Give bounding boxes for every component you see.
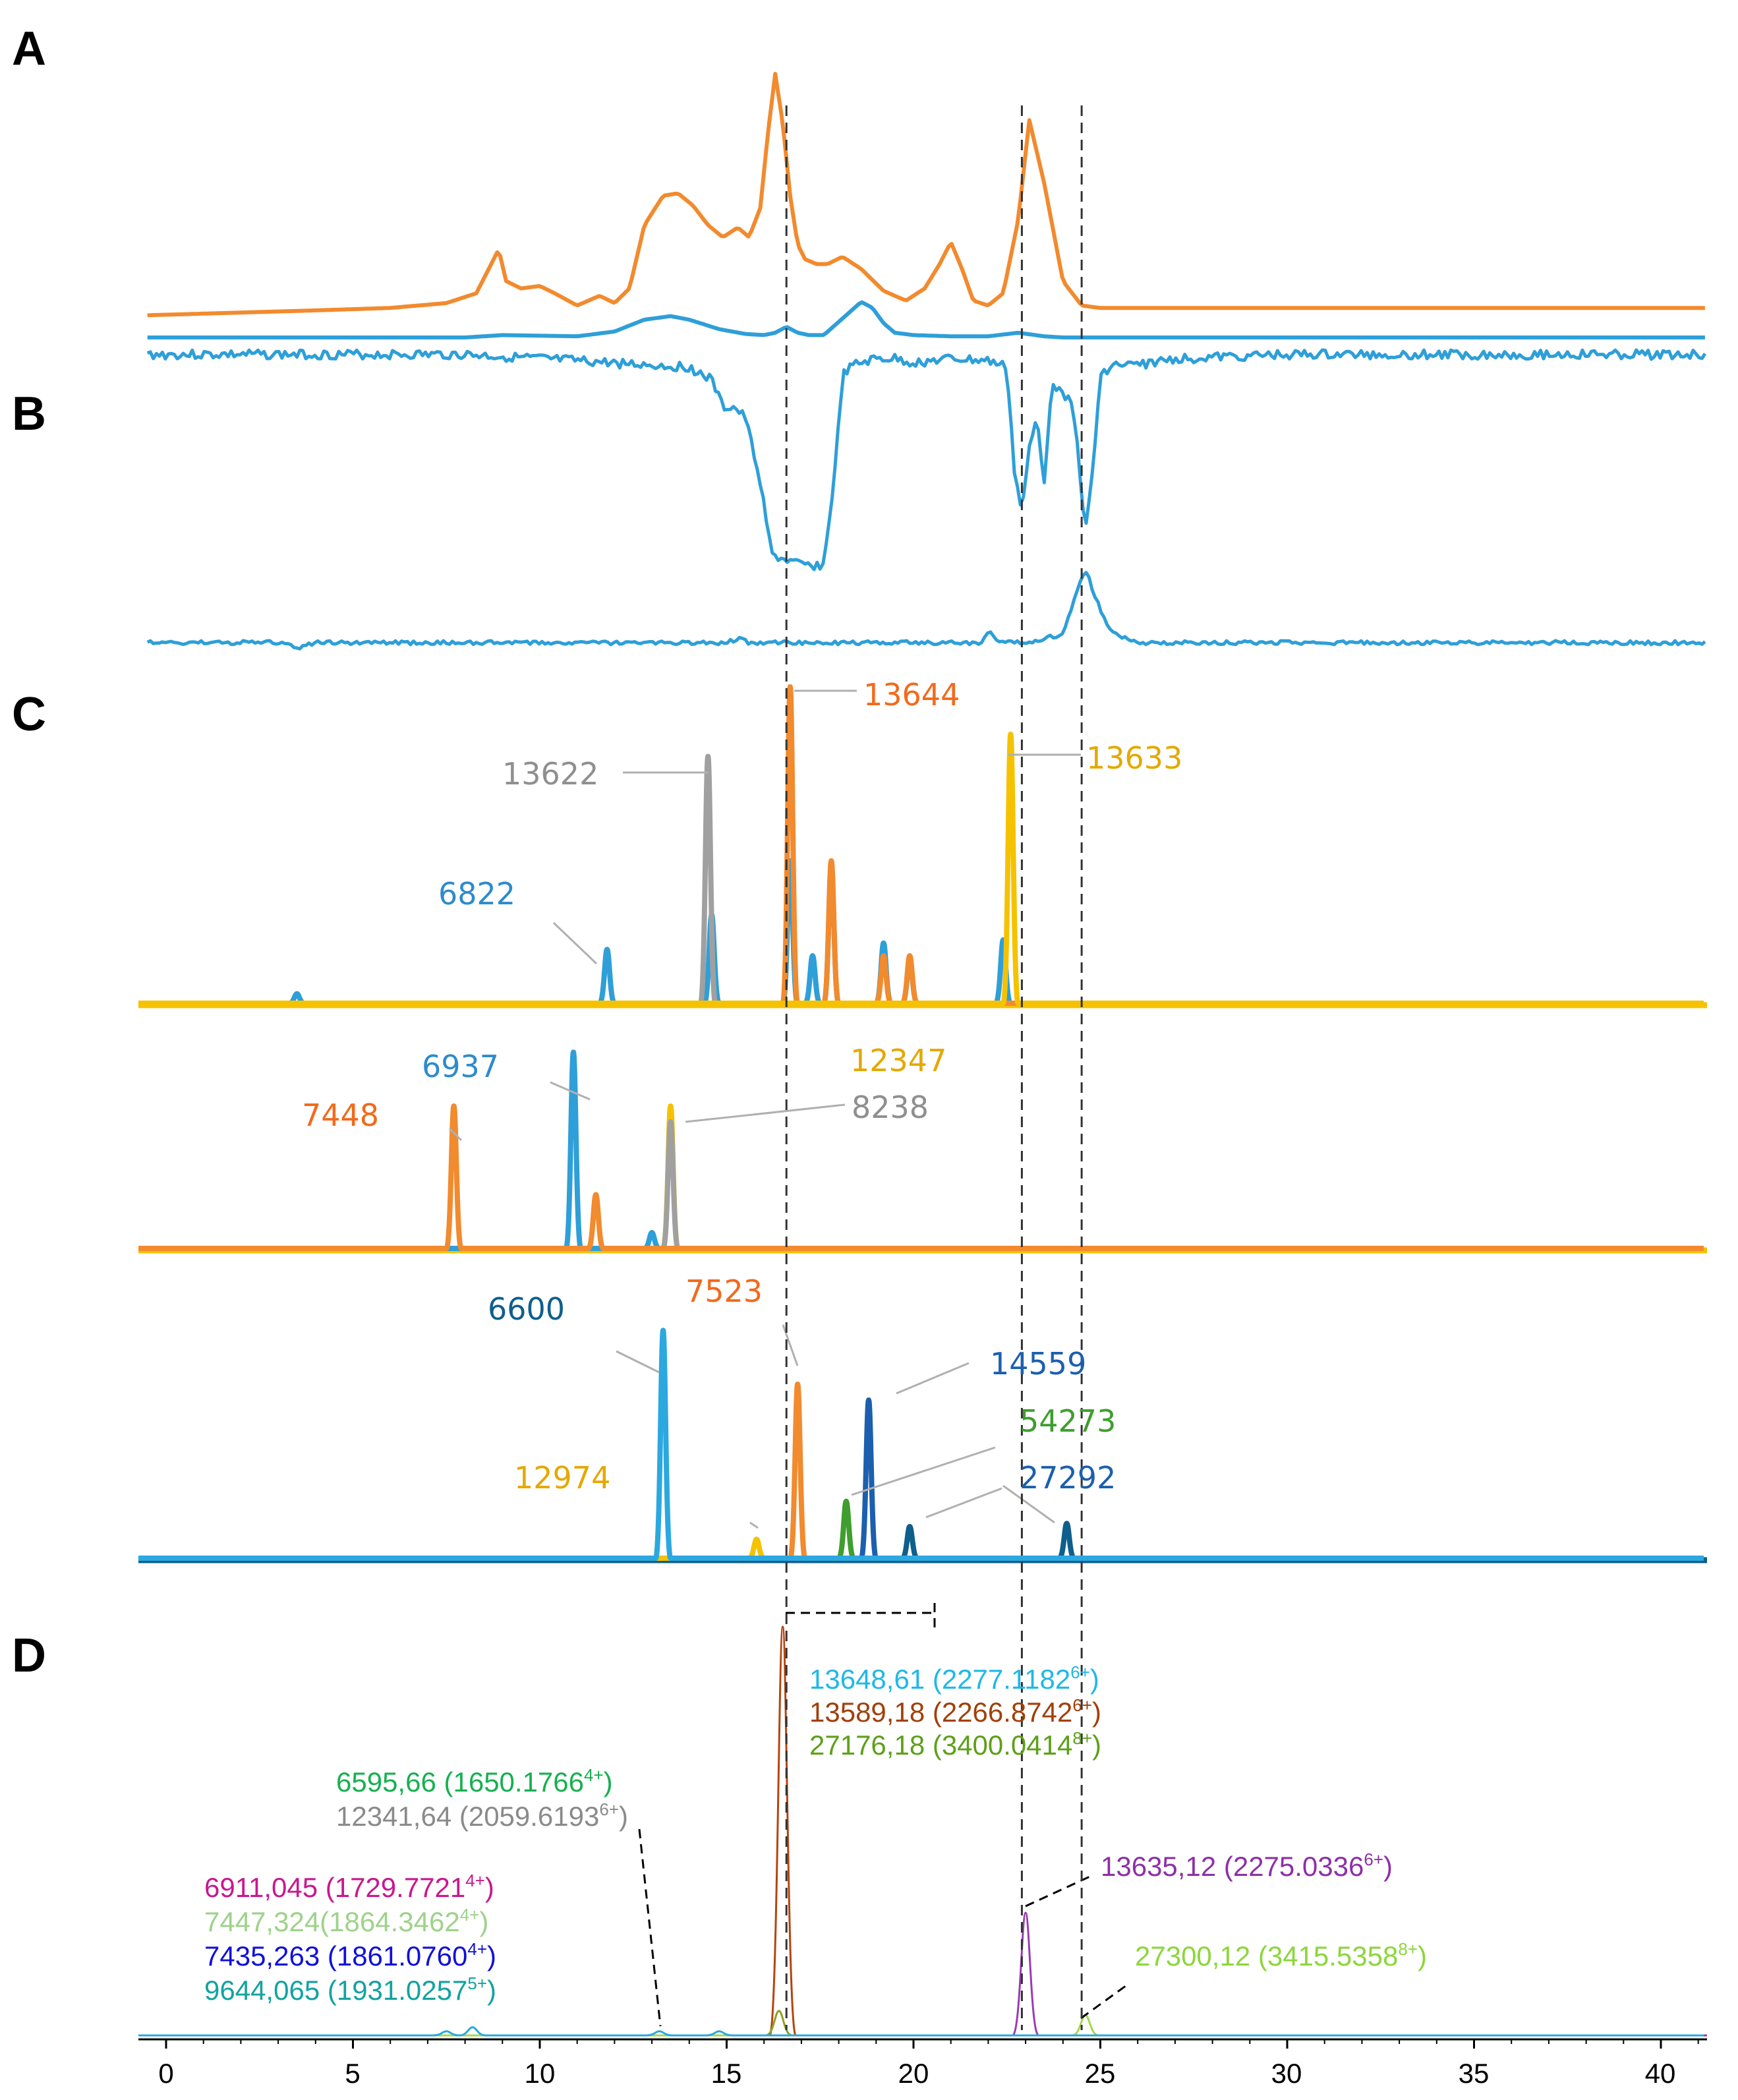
label-27292: 27292 — [1020, 1460, 1116, 1496]
panel-letter-b: B — [12, 388, 46, 440]
panel-d-lime-trace — [138, 2014, 1704, 2037]
x-tick-labels: 0 5 10 15 20 25 30 35 40 — [158, 2058, 1675, 2089]
label-9644-065: 9644,065 (1931.02575+) — [204, 1973, 496, 2006]
label-8238: 8238 — [852, 1090, 929, 1125]
label-6595-66: 6595,66 (1650.17664+) — [336, 1765, 613, 1797]
leader-line-11 — [851, 1446, 996, 1496]
label-7523: 7523 — [685, 1273, 763, 1309]
panel-d-purple-trace — [138, 1911, 1704, 2037]
leader-line-13 — [925, 1487, 1002, 1519]
x-tick-25: 25 — [1085, 2058, 1116, 2089]
label-13589-18: 13589,18 (2266.87426+) — [809, 1695, 1101, 1728]
leader-line-8 — [616, 1350, 660, 1374]
panel-a-orange-trace — [147, 72, 1705, 318]
panel-c3-dark-blue-trace — [138, 1397, 1704, 1561]
panel-d-leader-3 — [638, 1828, 662, 2027]
x-tick-35: 35 — [1459, 2058, 1490, 2089]
panel-d-olive-trace — [138, 2010, 1704, 2037]
label-7448: 7448 — [302, 1097, 379, 1133]
panel-c3-light-blue-trace — [138, 1327, 1704, 1561]
panel-c1-gold-trace — [138, 732, 1704, 1006]
label-7435-263: 7435,263 (1861.07604+) — [204, 1939, 496, 1971]
label-13622: 13622 — [502, 756, 598, 792]
label-54273: 54273 — [1020, 1403, 1116, 1439]
label-14559: 14559 — [990, 1346, 1086, 1382]
panel-d-minor-traces — [138, 2026, 1704, 2037]
label-6937: 6937 — [422, 1049, 499, 1084]
leader-lines-layer — [448, 689, 1129, 2027]
label-12974: 12974 — [514, 1460, 610, 1496]
panel-c1-blue-trace — [138, 858, 1704, 1006]
leader-line-9 — [782, 1324, 799, 1366]
panel-c-labels: 13644 13633 13622 6822 6937 7448 12347 8… — [302, 677, 1182, 1496]
leader-line-4 — [552, 921, 598, 965]
panel-d-labels: 13648,61 (2277.11826+) 13589,18 (2266.87… — [204, 1662, 1427, 2006]
label-12347: 12347 — [850, 1043, 946, 1078]
x-tick-20: 20 — [898, 2058, 929, 2089]
panel-c2-blue-trace — [138, 1049, 1704, 1251]
panel-letter-d: D — [12, 1629, 46, 1682]
leader-line-7 — [685, 1103, 846, 1123]
panel-letter-a: A — [12, 22, 46, 75]
label-6822: 6822 — [438, 876, 515, 912]
panel-c3-navy-trace — [138, 1521, 1704, 1561]
label-6911-045: 6911,045 (1729.77214+) — [204, 1871, 494, 1903]
label-7447-324: 7447,324(1864.34624+) — [204, 1905, 488, 1937]
panel-d-leader-4 — [1025, 1873, 1095, 1908]
label-13644: 13644 — [863, 677, 960, 713]
leader-line-12 — [749, 1521, 759, 1529]
panel-b-lower-trace — [146, 571, 1706, 651]
panel-c1-gray-trace — [138, 753, 1704, 1006]
label-12341-64: 12341,64 (2059.61936+) — [336, 1799, 628, 1832]
panel-letter-c: C — [12, 688, 46, 741]
label-27300-12: 27300,12 (3415.53588+) — [1135, 1939, 1427, 1971]
panel-c2-gray-trace — [138, 1119, 1704, 1251]
panel-b-upper-trace — [146, 348, 1707, 571]
label-27176-18: 27176,18 (3400.04148+) — [809, 1728, 1101, 1761]
label-13633: 13633 — [1086, 740, 1182, 776]
panel-c3-green-trace — [138, 1498, 1704, 1561]
panel-c1-orange-trace — [138, 684, 1704, 1006]
leader-line-5 — [550, 1081, 591, 1101]
panel-c2-orange-trace — [138, 1103, 1704, 1251]
label-6600: 6600 — [488, 1291, 565, 1327]
leader-line-6 — [448, 1127, 463, 1142]
label-13648-61: 13648,61 (2277.11826+) — [809, 1662, 1099, 1695]
x-tick-15: 15 — [711, 2058, 742, 2089]
x-tick-5: 5 — [345, 2058, 360, 2089]
panel-a-blue-trace — [147, 300, 1705, 339]
panel-c3-orange-trace — [138, 1382, 1704, 1561]
x-axis — [138, 2038, 1707, 2049]
x-tick-40: 40 — [1645, 2058, 1676, 2089]
x-tick-10: 10 — [525, 2058, 556, 2089]
panel-d-brown-trace — [138, 1625, 1704, 2037]
panel-c3-gold-trace — [138, 1536, 1704, 1561]
panel-d-leader-5 — [1080, 1983, 1129, 2020]
leader-line-10 — [896, 1362, 970, 1395]
label-13635-12: 13635,12 (2275.03366+) — [1101, 1850, 1393, 1882]
x-tick-0: 0 — [158, 2058, 173, 2089]
leader-line-14 — [1002, 1484, 1055, 1524]
dashed-guides-layer — [785, 105, 1083, 2030]
traces-layer — [138, 72, 1707, 2037]
x-tick-30: 30 — [1271, 2058, 1302, 2089]
